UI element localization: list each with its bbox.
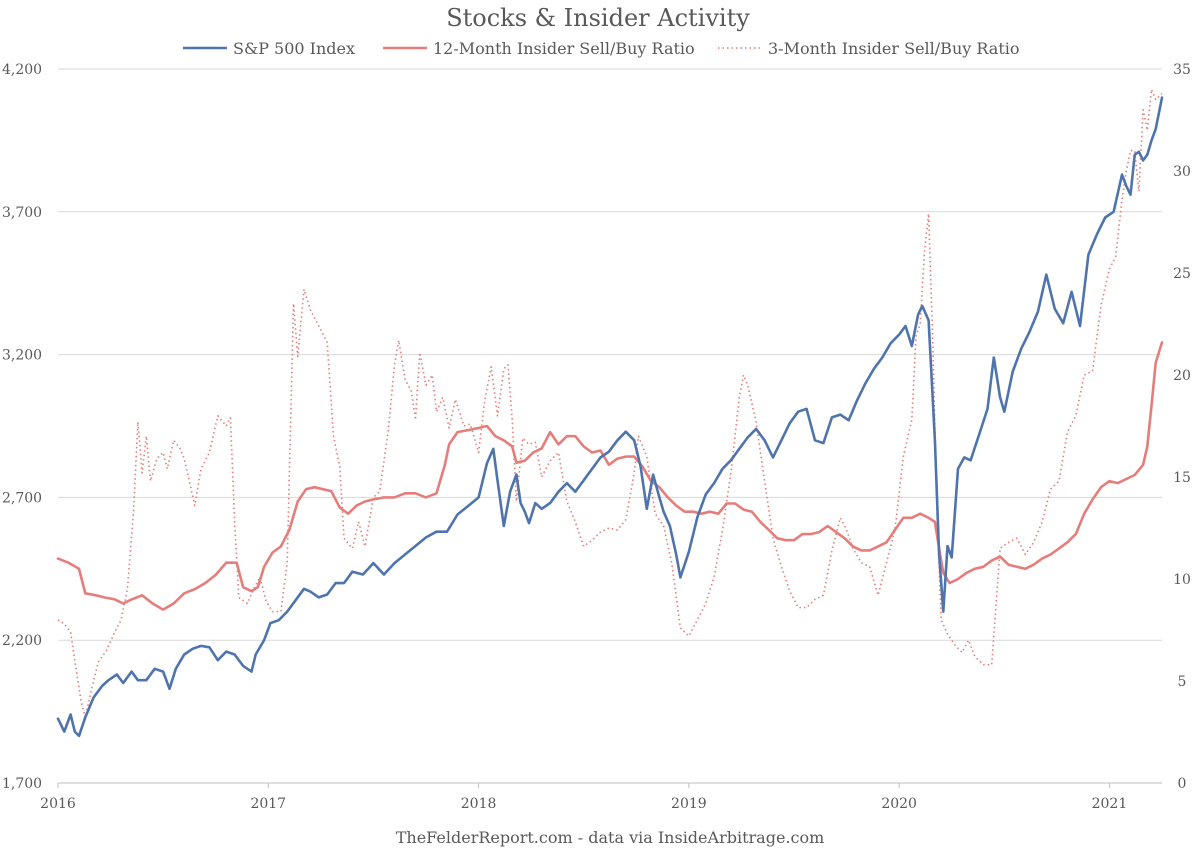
x-tick-label: 2017	[250, 796, 286, 812]
y-left-tick-label: 2,200	[2, 633, 42, 649]
y-left-tick-label: 3,700	[2, 205, 42, 221]
y-right-tick-label: 10	[1173, 572, 1191, 588]
y-right-tick-label: 20	[1173, 368, 1191, 384]
legend: S&P 500 Index 12-Month Insider Sell/Buy R…	[183, 39, 1020, 58]
y-right-tick-label: 0	[1178, 776, 1187, 792]
series-line-2	[56, 341, 1164, 611]
y-axis-left: 1,700 2,200 2,700 3,200 3,700 4,200	[2, 62, 42, 792]
y-left-tick-label: 1,700	[2, 776, 42, 792]
series-line-1	[56, 96, 1164, 738]
legend-label: 3-Month Insider Sell/Buy Ratio	[768, 39, 1020, 58]
x-tick-label: 2018	[461, 796, 497, 812]
grid-lines	[58, 68, 1162, 784]
chart-footer: TheFelderReport.com - data via InsideArb…	[396, 828, 825, 847]
y-left-tick-label: 4,200	[2, 62, 42, 78]
series-line-3	[57, 88, 1163, 719]
y-left-tick-label: 3,200	[2, 348, 42, 364]
y-right-tick-label: 5	[1178, 674, 1187, 690]
y-left-tick-label: 2,700	[2, 490, 42, 506]
y-right-tick-label: 25	[1173, 266, 1191, 282]
y-right-tick-label: 35	[1173, 62, 1191, 78]
x-tick-label: 2019	[671, 796, 707, 812]
chart-title: Stocks & Insider Activity	[446, 4, 750, 32]
y-right-tick-label: 30	[1173, 164, 1191, 180]
legend-label: S&P 500 Index	[233, 39, 355, 58]
x-tick-label: 2020	[881, 796, 917, 812]
x-tick-label: 2016	[40, 796, 76, 812]
series-lines	[56, 88, 1164, 738]
y-right-tick-label: 15	[1173, 470, 1191, 486]
y-axis-right: 0 5 10 15 20 25 30 35	[1173, 62, 1191, 792]
x-tick-label: 2021	[1092, 796, 1128, 812]
x-axis: 2016 2017 2018 2019 2020 2021	[40, 783, 1127, 812]
legend-label: 12-Month Insider Sell/Buy Ratio	[433, 39, 695, 58]
